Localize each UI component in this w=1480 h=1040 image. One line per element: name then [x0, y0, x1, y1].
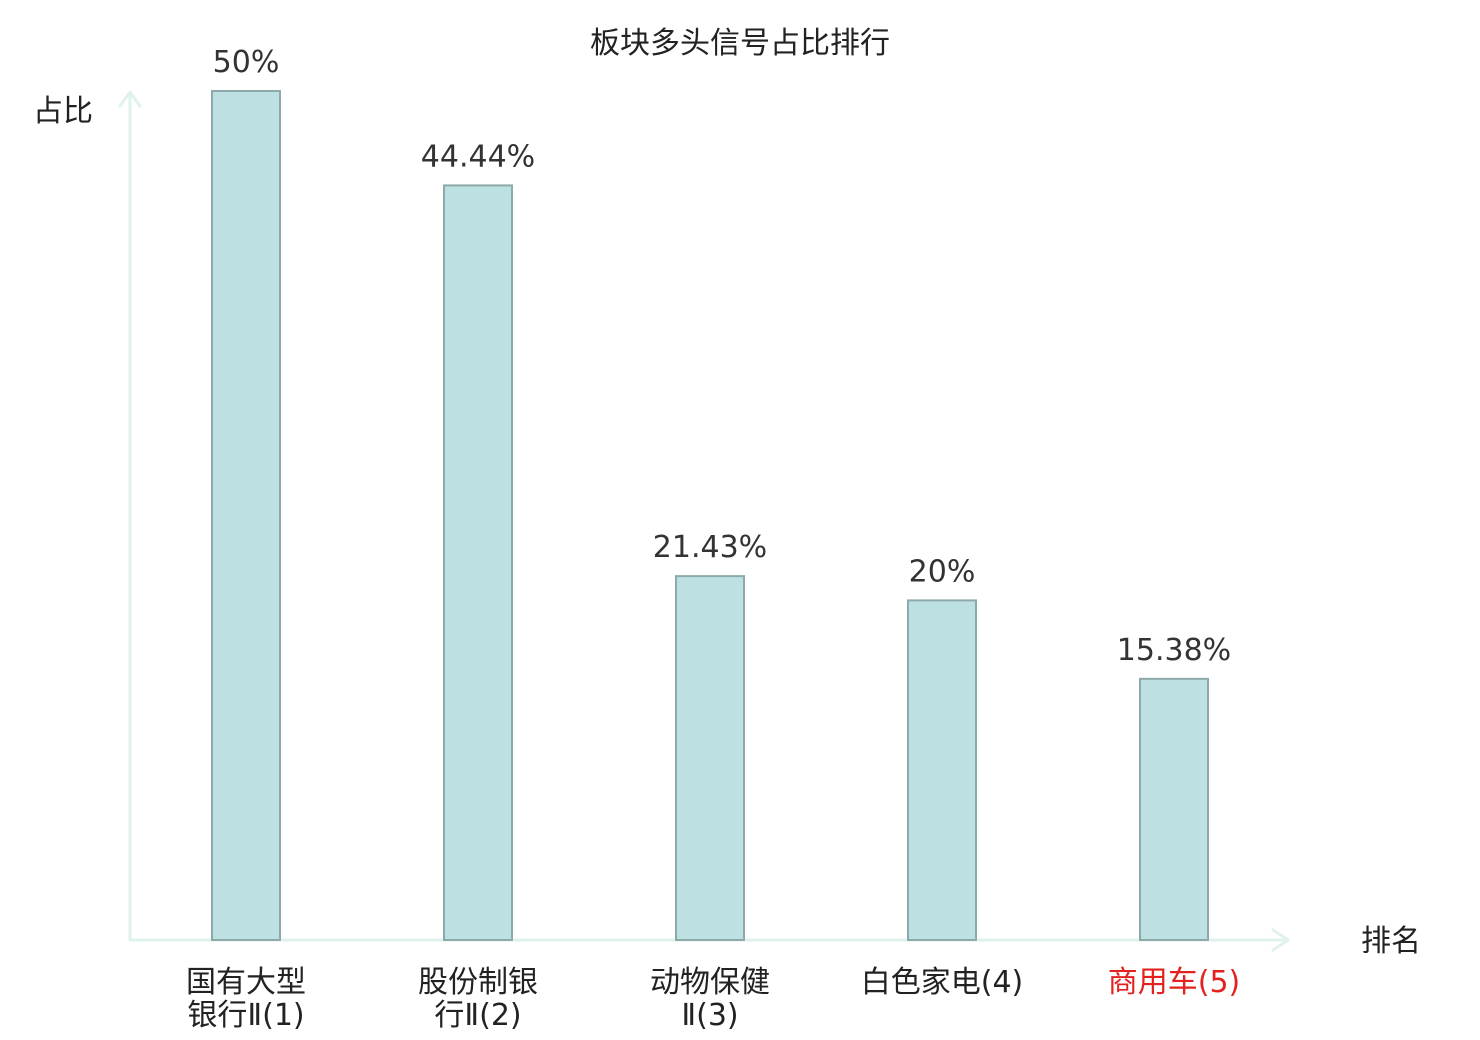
- data-label-1: 50%: [213, 45, 280, 80]
- chart-title: 板块多头信号占比排行: [590, 26, 890, 61]
- data-label-4: 20%: [909, 554, 976, 589]
- y-axis-label: 占比: [33, 94, 93, 129]
- bar-5: [1139, 677, 1209, 941]
- bar-2: [443, 184, 513, 941]
- bar-4: [907, 599, 977, 942]
- data-label-5: 15.38%: [1117, 633, 1231, 668]
- x-axis-arrow: [1271, 928, 1290, 952]
- data-label-3: 21.43%: [653, 530, 767, 565]
- x-axis-label: 排名: [1361, 924, 1421, 959]
- data-labels: 50% 44.44% 21.43% 20% 15.38%: [213, 45, 1232, 668]
- y-axis-arrow: [118, 90, 142, 108]
- data-label-2: 44.44%: [421, 139, 535, 174]
- bar-series: [211, 90, 1209, 942]
- bar-1: [211, 90, 281, 941]
- bar-3: [675, 575, 745, 941]
